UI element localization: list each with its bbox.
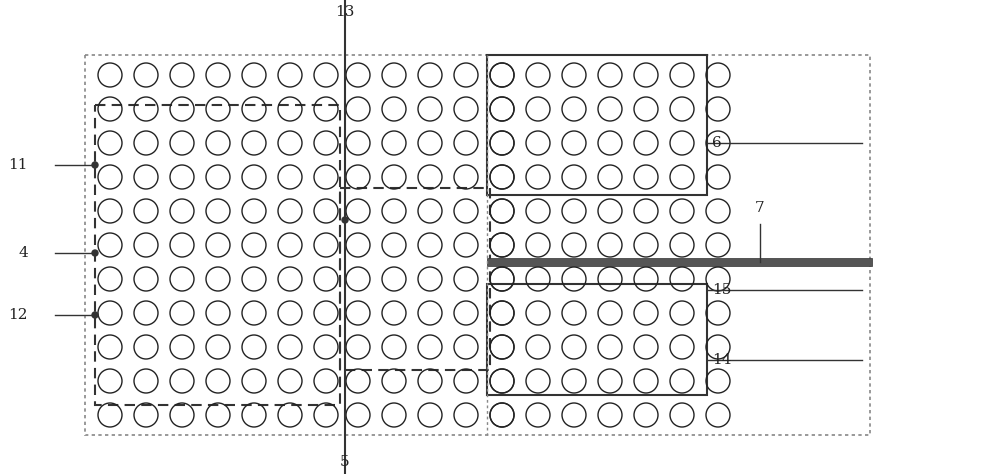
Text: 15: 15 bbox=[712, 283, 731, 297]
Text: 7: 7 bbox=[755, 201, 765, 215]
Text: 13: 13 bbox=[335, 5, 355, 19]
Bar bbox=[487, 258, 872, 266]
Circle shape bbox=[92, 250, 98, 256]
Bar bbox=[85, 55, 870, 435]
Text: 14: 14 bbox=[712, 353, 732, 367]
Bar bbox=[487, 284, 707, 395]
Bar bbox=[487, 55, 707, 195]
Bar bbox=[340, 188, 490, 370]
Circle shape bbox=[92, 312, 98, 318]
Text: 5: 5 bbox=[340, 455, 350, 469]
Circle shape bbox=[92, 162, 98, 168]
Text: 4: 4 bbox=[18, 246, 28, 260]
Bar bbox=[95, 105, 340, 405]
Circle shape bbox=[342, 217, 348, 223]
Text: 12: 12 bbox=[8, 308, 28, 322]
Text: 11: 11 bbox=[8, 158, 28, 172]
Text: 6: 6 bbox=[712, 136, 722, 150]
